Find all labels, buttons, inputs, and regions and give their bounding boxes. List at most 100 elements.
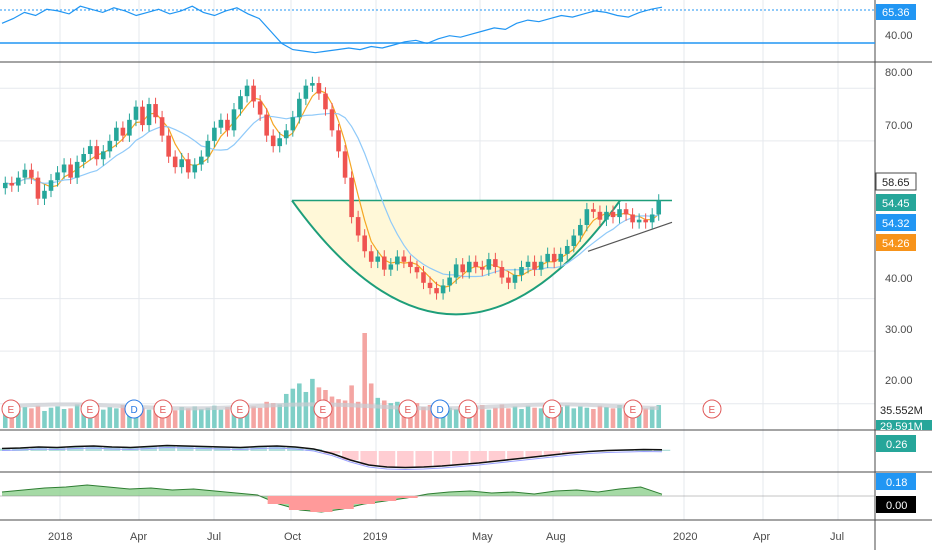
badge-circle bbox=[430, 399, 450, 419]
handle-trendline bbox=[587, 221, 673, 252]
candle-body bbox=[440, 285, 446, 294]
ma-tag-1: 54.45 bbox=[882, 198, 910, 210]
volume-bar bbox=[212, 405, 217, 428]
x-tick-jul-2020: Jul bbox=[830, 531, 844, 543]
volume-bar bbox=[375, 397, 381, 428]
earnings-badge[interactable]: E bbox=[458, 399, 478, 419]
x-tick-apr-2020: Apr bbox=[753, 531, 770, 543]
ma-tag-2-bg bbox=[876, 214, 916, 231]
dividend-badge[interactable]: D bbox=[124, 399, 144, 419]
volume-bar bbox=[199, 409, 204, 428]
candle-body bbox=[512, 274, 518, 283]
candle-body bbox=[401, 256, 407, 262]
volume-tag-2-bg bbox=[876, 420, 932, 430]
volume-bar bbox=[512, 406, 518, 428]
volume-bar bbox=[506, 408, 511, 428]
time-axis[interactable]: 2018 Apr Jul Oct 2019 May Aug 2020 Apr J… bbox=[48, 531, 844, 543]
volume-bar bbox=[35, 405, 41, 428]
candle-body bbox=[120, 127, 126, 136]
candle-body bbox=[427, 282, 433, 289]
volume-bar bbox=[460, 406, 465, 428]
volume-bar bbox=[551, 409, 557, 428]
badge-label: E bbox=[630, 405, 637, 416]
candle-body bbox=[643, 219, 648, 223]
earnings-badge[interactable]: E bbox=[542, 399, 562, 419]
volume-bar bbox=[107, 407, 113, 428]
earnings-badge[interactable]: E bbox=[623, 399, 643, 419]
dividend-badge[interactable]: D bbox=[430, 399, 450, 419]
candle-body bbox=[538, 261, 544, 270]
earnings-badge[interactable]: E bbox=[80, 399, 100, 419]
candle-body bbox=[61, 164, 67, 173]
candle-body bbox=[649, 214, 655, 223]
earnings-badge[interactable]: E bbox=[153, 399, 173, 419]
volume-bar bbox=[290, 388, 296, 428]
x-tick-oct: Oct bbox=[284, 531, 301, 543]
volume-bar bbox=[120, 405, 126, 428]
candle-body bbox=[571, 235, 577, 246]
volume-bar bbox=[525, 405, 531, 428]
price-axis-label-30: 30.00 bbox=[885, 324, 913, 336]
badge-circle bbox=[80, 399, 100, 419]
volume-bar bbox=[22, 407, 28, 428]
candle-body bbox=[140, 106, 145, 126]
earnings-badge[interactable]: E bbox=[230, 399, 250, 419]
volume-bar bbox=[617, 405, 622, 428]
candle-body bbox=[218, 119, 224, 128]
candle-body bbox=[630, 214, 635, 223]
oscillator-panel[interactable] bbox=[0, 484, 875, 513]
candle-body bbox=[578, 224, 583, 236]
macd-histogram-bar bbox=[543, 451, 561, 455]
candle-body bbox=[388, 264, 394, 270]
volume-bar bbox=[649, 407, 655, 428]
volume-bar bbox=[225, 407, 230, 428]
candle-body bbox=[153, 104, 158, 118]
candle-body bbox=[9, 182, 15, 186]
volume-bar bbox=[571, 408, 577, 428]
candle-body bbox=[283, 130, 289, 139]
candle-body bbox=[225, 119, 230, 131]
candle-body bbox=[480, 267, 485, 270]
candle-body bbox=[453, 264, 459, 278]
candle-body bbox=[231, 109, 237, 131]
earnings-badge[interactable]: E bbox=[702, 399, 722, 419]
candle-body bbox=[179, 159, 184, 168]
badge-label: E bbox=[320, 405, 327, 416]
volume-bar bbox=[94, 405, 100, 428]
volume-bar bbox=[604, 407, 609, 428]
price-tags: 65.36 58.65 54.45 54.32 54.26 35.552M 29… bbox=[875, 4, 932, 513]
macd-panel[interactable] bbox=[0, 444, 671, 471]
volume-bar bbox=[480, 405, 485, 428]
volume-bar bbox=[55, 406, 60, 428]
candle-body bbox=[336, 130, 341, 152]
earnings-badge[interactable]: E bbox=[313, 399, 333, 419]
candle-body bbox=[466, 261, 472, 273]
volume-bar bbox=[355, 401, 361, 428]
candle-body bbox=[251, 85, 256, 102]
candle-body bbox=[460, 264, 465, 273]
earnings-badge[interactable]: E bbox=[398, 399, 418, 419]
candle-body bbox=[323, 93, 328, 110]
candle-body bbox=[290, 117, 296, 131]
x-tick-aug: Aug bbox=[546, 531, 566, 543]
badge-label: E bbox=[709, 405, 716, 416]
badge-circle bbox=[313, 399, 333, 419]
earnings-badge[interactable]: E bbox=[1, 399, 21, 419]
candle-body bbox=[342, 151, 348, 178]
cup-pattern-drawing[interactable] bbox=[291, 199, 673, 316]
badge-label: E bbox=[405, 405, 412, 416]
volume-bar bbox=[283, 393, 289, 428]
volume-bar bbox=[205, 407, 211, 428]
price-axis-label-40: 40.00 bbox=[885, 273, 913, 285]
x-tick-jul: Jul bbox=[207, 531, 221, 543]
macd-histogram-bar bbox=[470, 451, 487, 463]
volume-bar bbox=[447, 407, 452, 428]
volume-bar bbox=[519, 409, 524, 428]
candlesticks[interactable] bbox=[2, 76, 662, 300]
rsi-panel[interactable] bbox=[0, 5, 875, 54]
price-axis-label-70: 70.00 bbox=[885, 120, 913, 132]
price-axis[interactable]: 40.00 80.00 70.00 40.00 30.00 20.00 bbox=[885, 30, 913, 387]
